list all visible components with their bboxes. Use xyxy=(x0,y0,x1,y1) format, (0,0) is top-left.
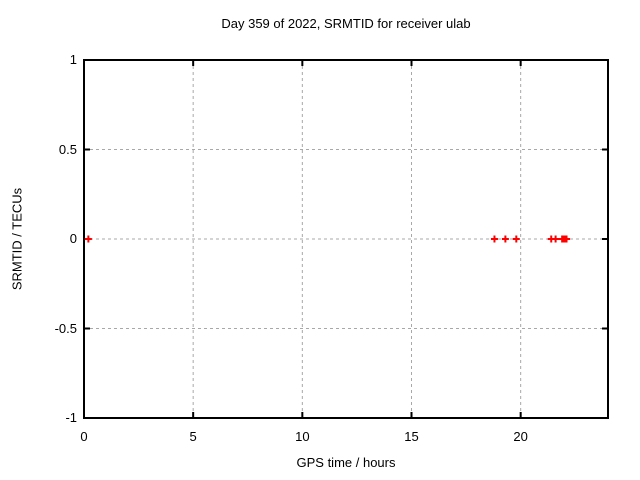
y-tick-label: 1 xyxy=(69,52,77,67)
y-tick-label: -0.5 xyxy=(54,320,77,336)
chart-title: Day 359 of 2022, SRMTID for receiver ula… xyxy=(221,16,471,31)
x-tick-label: 15 xyxy=(404,429,419,444)
x-tick-label: 20 xyxy=(513,429,528,444)
y-tick-label: -1 xyxy=(65,410,77,425)
x-tick-label: 5 xyxy=(189,429,197,444)
y-tick-label: 0 xyxy=(69,231,77,246)
x-tick-label: 10 xyxy=(295,429,310,444)
x-axis-label: GPS time / hours xyxy=(296,455,396,470)
x-tick-label: 0 xyxy=(80,429,88,444)
y-tick-label: 0.5 xyxy=(58,141,77,157)
